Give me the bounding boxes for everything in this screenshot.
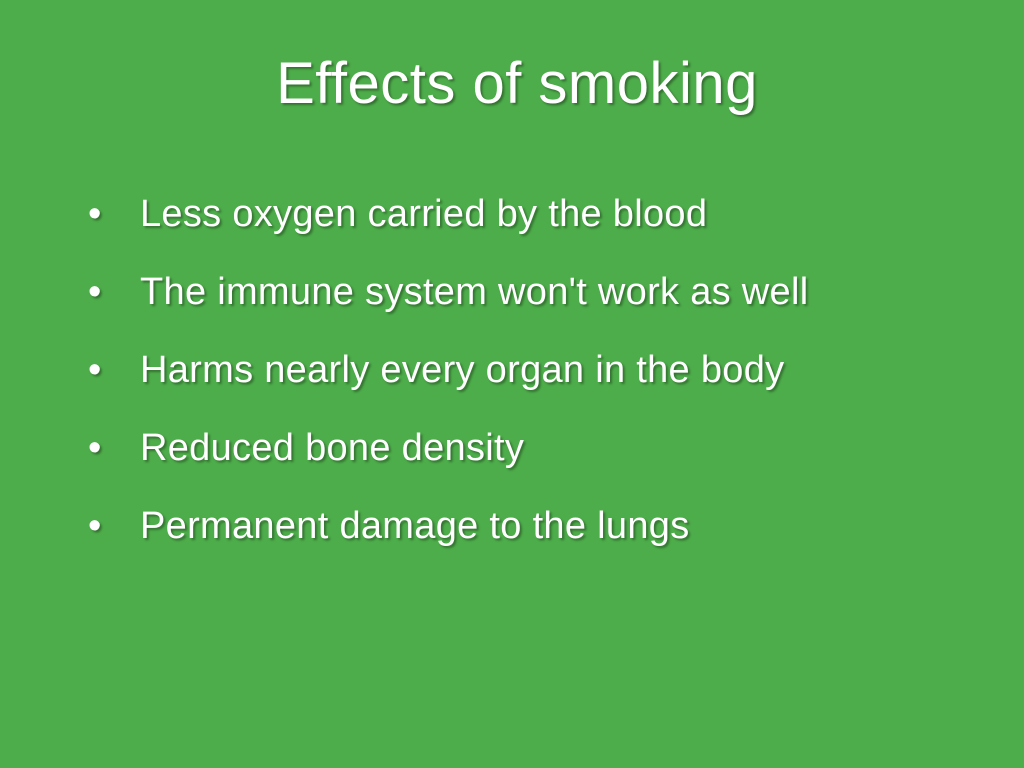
slide-title: Effects of smoking bbox=[80, 50, 954, 117]
list-item: Permanent damage to the lungs bbox=[80, 487, 954, 565]
list-item: Harms nearly every organ in the body bbox=[80, 331, 954, 409]
bullet-list: Less oxygen carried by the blood The imm… bbox=[80, 175, 954, 565]
list-item: Less oxygen carried by the blood bbox=[80, 175, 954, 253]
list-item: The immune system won't work as well bbox=[80, 253, 954, 331]
list-item: Reduced bone density bbox=[80, 409, 954, 487]
slide-container: Effects of smoking Less oxygen carried b… bbox=[0, 0, 1024, 768]
